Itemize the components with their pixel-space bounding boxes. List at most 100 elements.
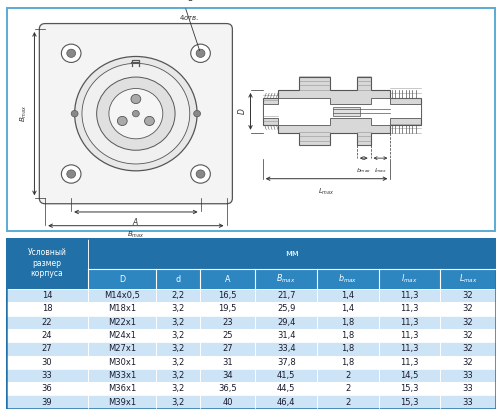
FancyBboxPatch shape [255, 302, 316, 316]
Text: $b_{max}$: $b_{max}$ [338, 273, 357, 286]
Polygon shape [262, 98, 420, 125]
FancyBboxPatch shape [378, 356, 439, 369]
Text: $l_{max}$: $l_{max}$ [400, 273, 417, 286]
Text: A: A [224, 275, 230, 284]
FancyBboxPatch shape [316, 342, 378, 356]
Text: $B_{max}$: $B_{max}$ [276, 273, 296, 286]
FancyBboxPatch shape [199, 329, 255, 342]
Circle shape [190, 44, 210, 63]
FancyBboxPatch shape [255, 396, 316, 409]
Circle shape [97, 77, 175, 150]
Text: 1,8: 1,8 [341, 344, 354, 353]
FancyBboxPatch shape [316, 396, 378, 409]
FancyBboxPatch shape [378, 342, 439, 356]
FancyBboxPatch shape [316, 269, 378, 289]
FancyBboxPatch shape [439, 269, 495, 289]
FancyBboxPatch shape [439, 289, 495, 302]
FancyBboxPatch shape [6, 396, 88, 409]
FancyBboxPatch shape [378, 289, 439, 302]
Circle shape [193, 110, 200, 117]
FancyBboxPatch shape [88, 269, 155, 289]
Text: $L_{max}$: $L_{max}$ [458, 273, 476, 286]
FancyBboxPatch shape [199, 396, 255, 409]
FancyBboxPatch shape [6, 302, 88, 316]
Text: 11,3: 11,3 [399, 291, 418, 300]
Text: 1,8: 1,8 [341, 331, 354, 340]
FancyBboxPatch shape [439, 329, 495, 342]
Text: М24х1: М24х1 [108, 331, 136, 340]
Text: 11,3: 11,3 [399, 318, 418, 327]
FancyBboxPatch shape [255, 269, 316, 289]
Text: 1,8: 1,8 [341, 318, 354, 327]
Text: 3,2: 3,2 [171, 331, 184, 340]
Text: 15,3: 15,3 [399, 398, 418, 407]
FancyBboxPatch shape [378, 316, 439, 329]
FancyBboxPatch shape [155, 269, 199, 289]
Text: Условный
размер
корпуса: Условный размер корпуса [28, 248, 67, 278]
Text: 2: 2 [345, 398, 350, 407]
FancyBboxPatch shape [155, 329, 199, 342]
Text: 3,2: 3,2 [171, 371, 184, 380]
FancyBboxPatch shape [88, 369, 155, 382]
FancyBboxPatch shape [439, 396, 495, 409]
Text: $A$: $A$ [132, 215, 139, 227]
Circle shape [132, 110, 139, 117]
Text: 3,2: 3,2 [171, 304, 184, 314]
FancyBboxPatch shape [378, 269, 439, 289]
FancyBboxPatch shape [255, 289, 316, 302]
Text: М39х1: М39х1 [108, 398, 136, 407]
Text: 3,2: 3,2 [171, 358, 184, 367]
Text: 11,3: 11,3 [399, 331, 418, 340]
Text: 29,4: 29,4 [277, 318, 295, 327]
Text: 27: 27 [42, 344, 52, 353]
Text: 22: 22 [42, 318, 52, 327]
Text: 27: 27 [222, 344, 232, 353]
FancyBboxPatch shape [155, 289, 199, 302]
Text: 30: 30 [42, 358, 52, 367]
Text: 36: 36 [42, 384, 53, 393]
Circle shape [67, 49, 76, 57]
Text: 46,4: 46,4 [277, 398, 295, 407]
Text: D: D [119, 275, 125, 284]
Text: 32: 32 [462, 331, 472, 340]
FancyBboxPatch shape [255, 369, 316, 382]
Text: 32: 32 [462, 291, 472, 300]
FancyBboxPatch shape [6, 369, 88, 382]
Text: М36х1: М36х1 [108, 384, 136, 393]
Text: М18х1: М18х1 [108, 304, 136, 314]
Text: 21,7: 21,7 [277, 291, 295, 300]
Circle shape [144, 117, 154, 126]
Text: 11,3: 11,3 [399, 304, 418, 314]
Text: $D$: $D$ [235, 108, 246, 115]
Text: 25: 25 [222, 331, 232, 340]
FancyBboxPatch shape [332, 107, 359, 116]
Text: 14,5: 14,5 [399, 371, 418, 380]
Text: 25,9: 25,9 [277, 304, 295, 314]
Text: М30х1: М30х1 [108, 358, 136, 367]
Text: М14х0,5: М14х0,5 [104, 291, 140, 300]
FancyBboxPatch shape [6, 382, 88, 396]
Circle shape [190, 165, 210, 183]
FancyBboxPatch shape [255, 329, 316, 342]
FancyBboxPatch shape [316, 356, 378, 369]
FancyBboxPatch shape [439, 356, 495, 369]
Circle shape [75, 56, 197, 171]
FancyBboxPatch shape [88, 329, 155, 342]
Text: 18: 18 [42, 304, 52, 314]
FancyBboxPatch shape [316, 369, 378, 382]
FancyBboxPatch shape [316, 316, 378, 329]
Text: М27х1: М27х1 [108, 344, 136, 353]
FancyBboxPatch shape [39, 23, 232, 204]
FancyBboxPatch shape [6, 329, 88, 342]
Text: 1,4: 1,4 [341, 304, 354, 314]
FancyBboxPatch shape [88, 396, 155, 409]
Text: 2,2: 2,2 [171, 291, 184, 300]
Text: 33: 33 [42, 371, 53, 380]
FancyBboxPatch shape [155, 302, 199, 316]
FancyBboxPatch shape [199, 382, 255, 396]
Circle shape [71, 110, 78, 117]
Text: 31,4: 31,4 [277, 331, 295, 340]
FancyBboxPatch shape [88, 302, 155, 316]
Text: $B_{max}$: $B_{max}$ [127, 230, 144, 240]
FancyBboxPatch shape [88, 382, 155, 396]
